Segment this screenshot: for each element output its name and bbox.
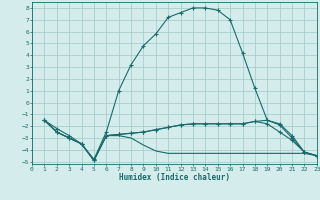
X-axis label: Humidex (Indice chaleur): Humidex (Indice chaleur) <box>119 173 230 182</box>
